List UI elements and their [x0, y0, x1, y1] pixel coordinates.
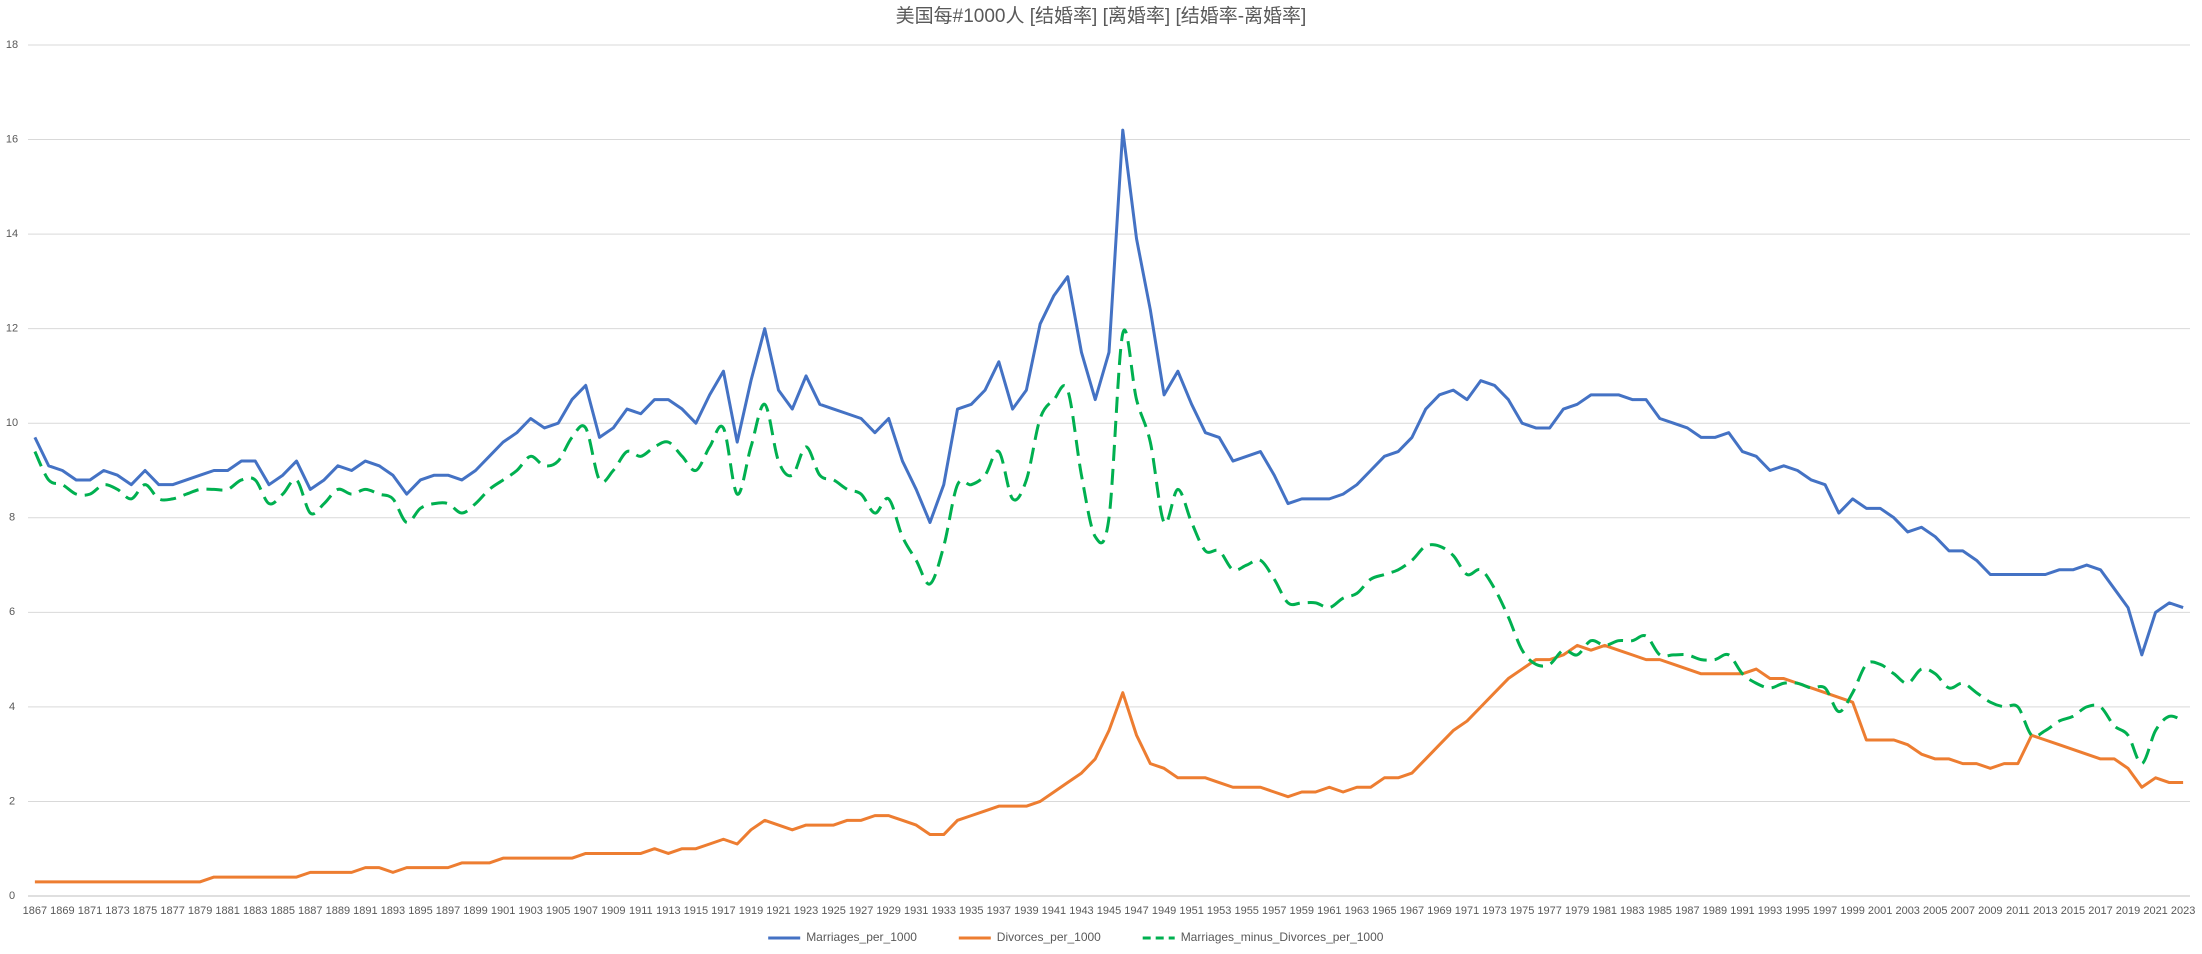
x-tick-label: 1973 [1482, 905, 1506, 917]
x-tick-label: 2001 [1868, 905, 1892, 917]
x-tick-label: 1911 [629, 905, 653, 917]
legend-label: Divorces_per_1000 [997, 930, 1101, 944]
x-tick-label: 1971 [1455, 905, 1479, 917]
x-tick-label: 1981 [1593, 905, 1617, 917]
y-tick-label: 18 [6, 39, 18, 51]
x-tick-label: 1905 [546, 905, 570, 917]
x-tick-label: 2021 [2143, 905, 2167, 917]
x-tick-label: 1917 [711, 905, 735, 917]
x-tick-label: 1893 [381, 905, 405, 917]
series-line [33, 128, 2184, 657]
x-tick-label: 1931 [904, 905, 928, 917]
x-tick-label: 1953 [1207, 905, 1231, 917]
x-tick-label: 2009 [1978, 905, 2002, 917]
x-tick-label: 1913 [656, 905, 680, 917]
x-tick-label: 1887 [298, 905, 322, 917]
x-tick-label: 1869 [50, 905, 74, 917]
x-tick-label: 2013 [2033, 905, 2057, 917]
x-tick-label: 1881 [215, 905, 239, 917]
y-tick-label: 4 [9, 701, 15, 713]
y-tick-label: 2 [9, 795, 15, 807]
x-tick-label: 1929 [876, 905, 900, 917]
x-tick-label: 1875 [133, 905, 157, 917]
x-tick-label: 1867 [23, 905, 47, 917]
x-tick-label: 1877 [160, 905, 184, 917]
x-tick-label: 2005 [1923, 905, 1947, 917]
x-tick-label: 1989 [1703, 905, 1727, 917]
x-tick-label: 1955 [1234, 905, 1258, 917]
y-tick-label: 10 [6, 417, 18, 429]
x-tick-label: 1943 [1069, 905, 1093, 917]
x-tick-label: 1935 [959, 905, 983, 917]
x-tick-label: 1967 [1400, 905, 1424, 917]
x-tick-label: 1947 [1124, 905, 1148, 917]
series-line [33, 328, 2184, 766]
x-tick-label: 1927 [849, 905, 873, 917]
x-tick-label: 1907 [573, 905, 597, 917]
x-tick-label: 1979 [1565, 905, 1589, 917]
x-tick-label: 2007 [1951, 905, 1975, 917]
x-tick-label: 1909 [601, 905, 625, 917]
x-tick-label: 2011 [2006, 905, 2030, 917]
series-line [34, 643, 2184, 884]
chart-title: 美国每#1000人 [结婚率] [离婚率] [结婚率-离婚率] [896, 5, 1307, 27]
x-tick-label: 1897 [436, 905, 460, 917]
y-tick-label: 12 [6, 323, 18, 335]
x-tick-label: 2015 [2061, 905, 2085, 917]
y-tick-label: 16 [6, 133, 18, 145]
legend-label: Marriages_minus_Divorces_per_1000 [1181, 930, 1384, 944]
x-tick-label: 1985 [1648, 905, 1672, 917]
x-tick-label: 2017 [2088, 905, 2112, 917]
x-tick-label: 2023 [2171, 905, 2195, 917]
x-tick-label: 1871 [78, 905, 102, 917]
y-tick-label: 14 [6, 228, 18, 240]
x-tick-label: 1959 [1290, 905, 1314, 917]
x-tick-label: 2003 [1895, 905, 1919, 917]
y-tick-label: 8 [9, 512, 15, 524]
x-tick-label: 1899 [463, 905, 487, 917]
x-tick-label: 1915 [684, 905, 708, 917]
y-tick-label: 6 [9, 606, 15, 618]
legend-label: Marriages_per_1000 [806, 930, 917, 944]
x-tick-label: 1983 [1620, 905, 1644, 917]
x-tick-label: 1995 [1785, 905, 1809, 917]
x-tick-label: 1895 [408, 905, 432, 917]
x-tick-label: 1963 [1345, 905, 1369, 917]
x-tick-label: 1961 [1317, 905, 1341, 917]
x-tick-label: 1889 [326, 905, 350, 917]
x-tick-label: 1925 [821, 905, 845, 917]
x-tick-label: 1923 [794, 905, 818, 917]
x-tick-label: 1969 [1427, 905, 1451, 917]
x-tick-label: 1873 [105, 905, 129, 917]
x-tick-label: 1987 [1675, 905, 1699, 917]
x-tick-label: 2019 [2116, 905, 2140, 917]
x-tick-label: 1991 [1730, 905, 1754, 917]
x-tick-label: 1901 [491, 905, 515, 917]
x-tick-label: 1879 [188, 905, 212, 917]
x-tick-label: 1937 [987, 905, 1011, 917]
x-tick-label: 1921 [766, 905, 790, 917]
x-tick-label: 1941 [1042, 905, 1066, 917]
x-tick-label: 1965 [1372, 905, 1396, 917]
y-tick-label: 0 [9, 890, 15, 902]
x-tick-label: 1993 [1758, 905, 1782, 917]
x-tick-label: 1951 [1179, 905, 1203, 917]
x-tick-label: 1933 [932, 905, 956, 917]
x-tick-label: 1903 [518, 905, 542, 917]
x-tick-label: 1891 [353, 905, 377, 917]
x-tick-label: 1919 [739, 905, 763, 917]
x-tick-label: 1939 [1014, 905, 1038, 917]
x-tick-label: 1977 [1537, 905, 1561, 917]
x-tick-label: 1999 [1840, 905, 1864, 917]
x-tick-label: 1997 [1813, 905, 1837, 917]
x-tick-label: 1945 [1097, 905, 1121, 917]
x-tick-label: 1949 [1152, 905, 1176, 917]
x-tick-label: 1957 [1262, 905, 1286, 917]
x-tick-label: 1885 [271, 905, 295, 917]
x-tick-label: 1975 [1510, 905, 1534, 917]
x-tick-label: 1883 [243, 905, 267, 917]
